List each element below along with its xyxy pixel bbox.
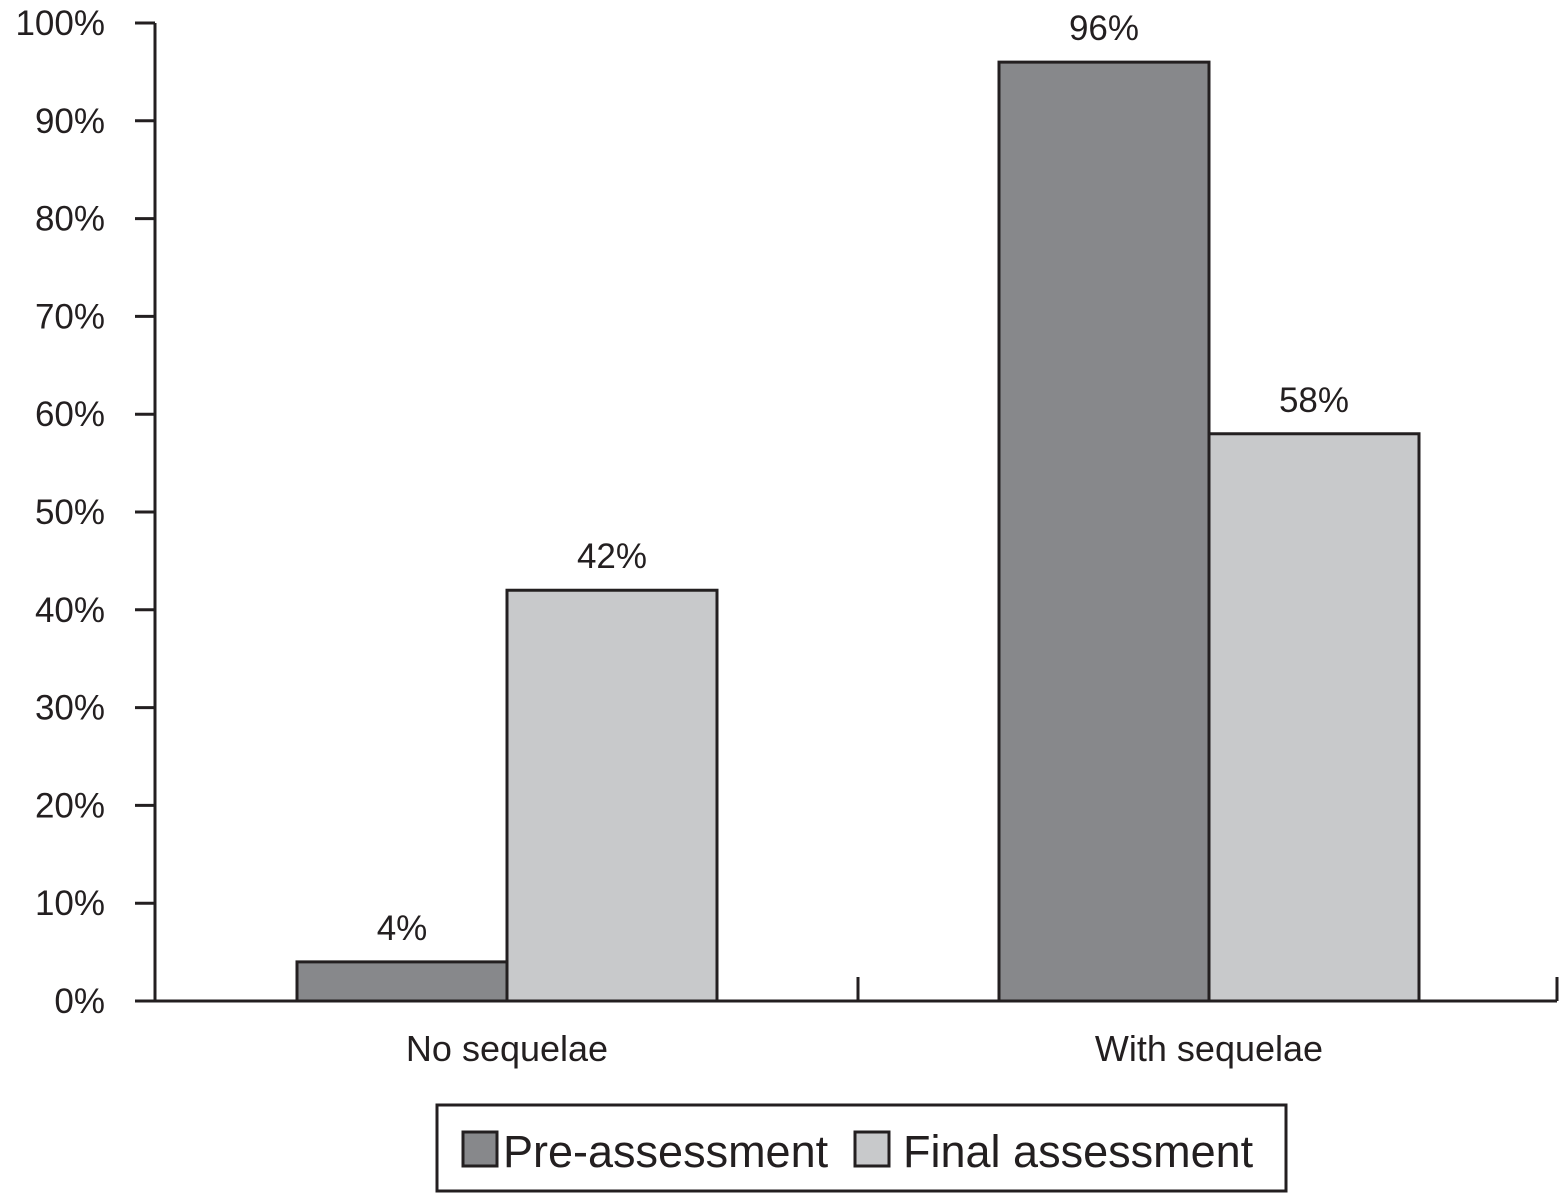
- x-category-label: No sequelae: [406, 1028, 608, 1069]
- legend: Pre-assessment Final assessment: [435, 1103, 1288, 1193]
- bar-pre-assessment: [295, 960, 509, 1003]
- y-tick-label: 0%: [54, 982, 105, 1021]
- bars: [295, 60, 1421, 1003]
- legend-swatch: [461, 1130, 499, 1168]
- data-label: 96%: [1069, 9, 1139, 48]
- y-tick-label: 100%: [15, 4, 105, 43]
- bar-pre-assessment: [997, 60, 1211, 1003]
- data-label: 58%: [1279, 381, 1349, 420]
- y-tick-label: 60%: [35, 395, 105, 434]
- y-tick-label: 70%: [35, 297, 105, 336]
- y-tick-label: 10%: [35, 884, 105, 923]
- y-tick-label: 80%: [35, 200, 105, 239]
- data-label: 42%: [577, 537, 647, 576]
- bar-final-assessment: [505, 588, 719, 1003]
- data-labels: 4% 42% 96% 58%: [377, 9, 1349, 948]
- y-tick-label: 40%: [35, 591, 105, 630]
- y-tick-label: 20%: [35, 786, 105, 825]
- bar-final-assessment: [1207, 432, 1421, 1003]
- y-tick-label: 30%: [35, 689, 105, 728]
- legend-label: Final assessment: [903, 1126, 1254, 1177]
- data-label: 4%: [377, 909, 428, 948]
- y-axis: 0% 10% 20% 30% 40% 50% 60% 70% 80% 90% 100%: [15, 4, 157, 1021]
- x-category-label: With sequelae: [1095, 1028, 1323, 1069]
- legend-label: Pre-assessment: [503, 1126, 829, 1177]
- y-tick-label: 50%: [35, 493, 105, 532]
- y-tick-label: 90%: [35, 102, 105, 141]
- legend-swatch: [853, 1130, 891, 1168]
